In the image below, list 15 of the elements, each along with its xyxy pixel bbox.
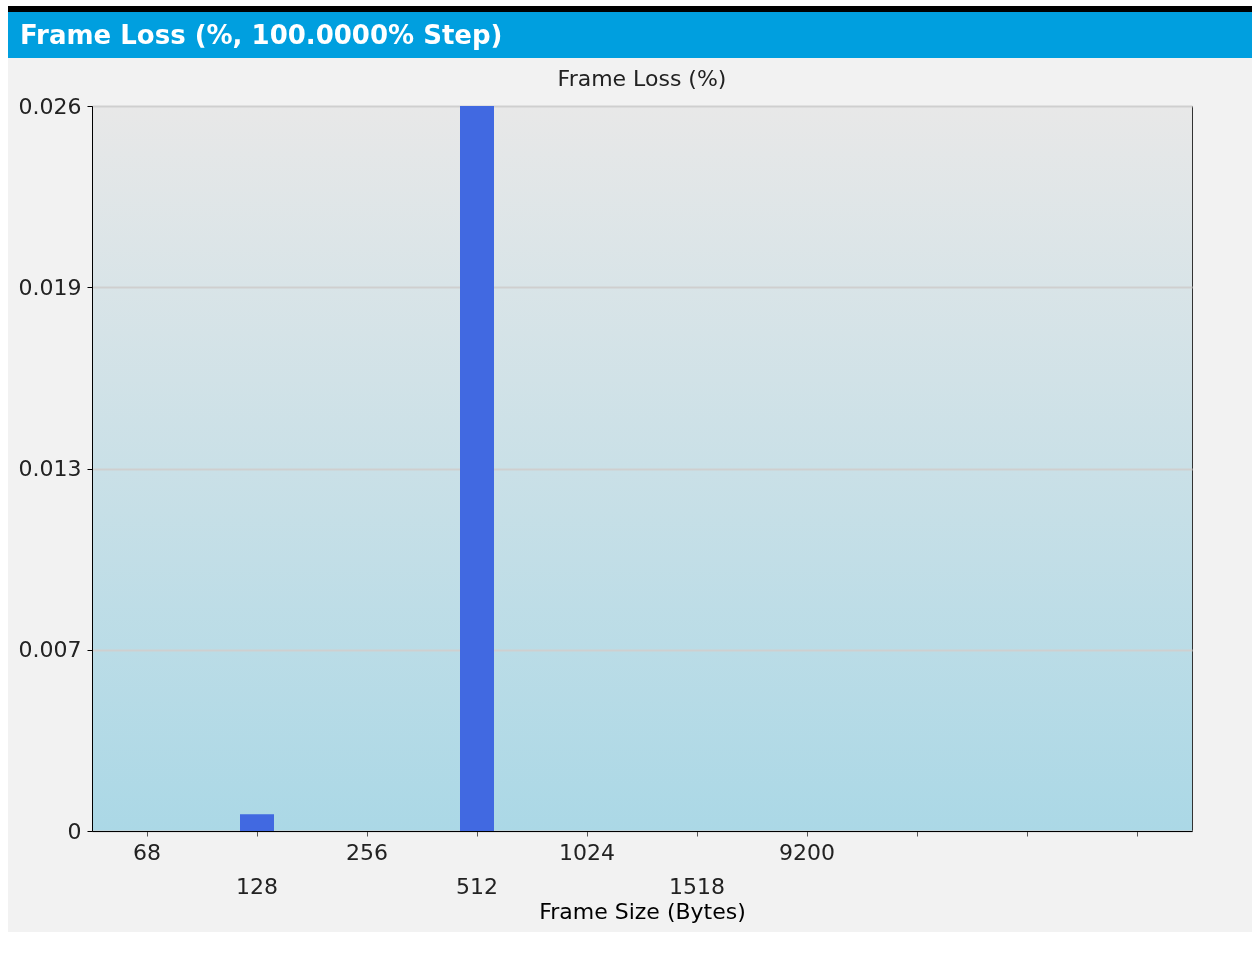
x-tick-label: 1024 <box>559 839 615 865</box>
x-axis-title: Frame Size (Bytes) <box>539 898 746 924</box>
x-tick-label: 512 <box>456 873 498 899</box>
x-tick-label: 9200 <box>779 839 835 865</box>
x-tick-label: 256 <box>346 839 388 865</box>
chart-subtitle: Frame Loss (%) <box>557 66 727 91</box>
y-tick-label: 0.013 <box>18 456 82 481</box>
x-tick-label: 128 <box>236 873 278 899</box>
chart-title: Frame Loss (%, 100.0000% Step) <box>8 12 1252 58</box>
x-tick-label: 68 <box>133 839 161 865</box>
y-tick-label: 0.019 <box>18 274 82 300</box>
x-tick-label: 1518 <box>669 873 725 899</box>
y-tick-label: 0 <box>67 818 82 844</box>
y-tick-label: 0.026 <box>18 93 82 119</box>
y-tick-label: 0.007 <box>18 637 82 663</box>
